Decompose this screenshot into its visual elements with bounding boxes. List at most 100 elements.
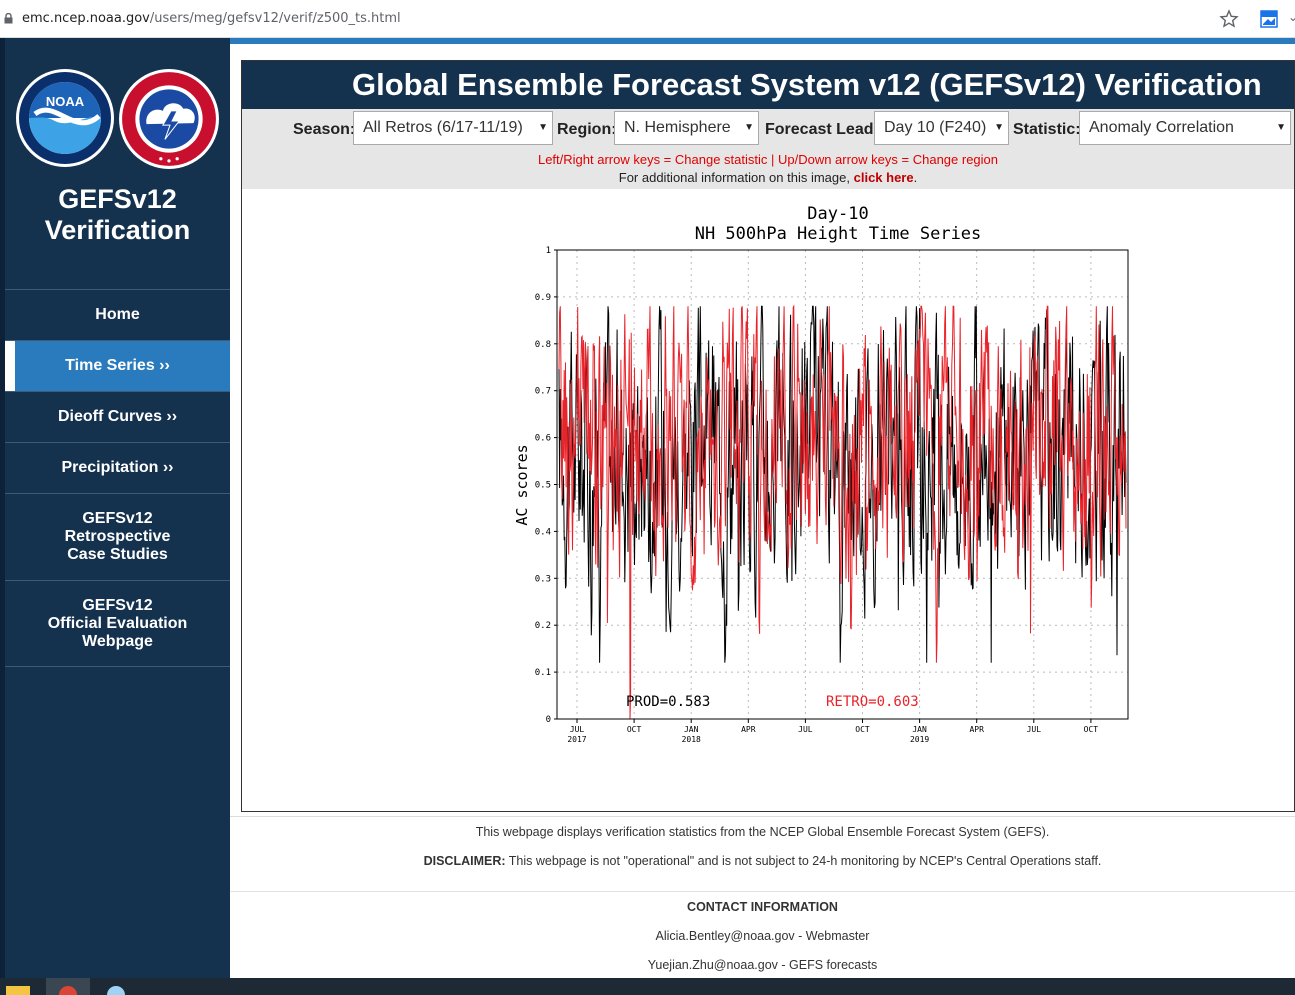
sidebar-item-label: Official Evaluation bbox=[47, 614, 188, 632]
sidebar-edge bbox=[0, 38, 5, 978]
sidebar-item-official-evaluation[interactable]: GEFSv12 Official Evaluation Webpage bbox=[5, 580, 230, 667]
sidebar-title-line2: Verification bbox=[44, 215, 191, 245]
header-accent-strip bbox=[230, 38, 1295, 44]
sidebar-item-label: Retrospective bbox=[64, 528, 171, 545]
footer-divider bbox=[230, 891, 1295, 892]
info-hint-end: . bbox=[913, 170, 918, 185]
click-here-link[interactable]: click here bbox=[853, 170, 914, 185]
keyboard-hint: Left/Right arrow keys = Change statistic… bbox=[537, 152, 999, 167]
y-tick-label: 0.2 bbox=[535, 621, 551, 631]
chart-subtitle: NH 500hPa Height Time Series bbox=[695, 224, 982, 244]
sidebar-item-case-studies[interactable]: GEFSv12 Retrospective Case Studies bbox=[5, 493, 230, 580]
prod-mean-label: PROD=0.583 bbox=[626, 694, 710, 710]
sidebar-item-label: Precipitation ›› bbox=[61, 459, 174, 476]
retro-mean-label: RETRO=0.603 bbox=[826, 694, 919, 710]
chart-title: Day-10 bbox=[807, 204, 868, 224]
sidebar-item-label: Home bbox=[95, 306, 140, 323]
y-tick-label: 0.1 bbox=[535, 668, 551, 678]
x-tick-year-label: 2017 bbox=[567, 735, 586, 744]
noaa-logo-text: NOAA bbox=[46, 94, 85, 109]
page-title: Global Ensemble Forecast System v12 (GEF… bbox=[242, 61, 1294, 109]
sidebar-item-label: Webpage bbox=[82, 632, 153, 650]
season-label: Season: bbox=[293, 121, 356, 138]
noaa-logo[interactable]: NOAA bbox=[15, 68, 115, 168]
statistic-select[interactable]: Anomaly Correlation ▼ bbox=[1079, 111, 1291, 145]
sidebar-item-dieoff-curves[interactable]: Dieoff Curves ›› bbox=[5, 391, 230, 442]
x-tick-label: JUL bbox=[570, 725, 585, 734]
x-tick-label: OCT bbox=[855, 725, 870, 734]
region-value: N. Hemisphere bbox=[624, 119, 731, 136]
lock-icon bbox=[4, 13, 13, 24]
chrome-taskbar-icon[interactable] bbox=[46, 978, 90, 995]
sidebar-item-time-series[interactable]: Time Series ›› bbox=[5, 340, 230, 391]
contact-webmaster-link[interactable]: Alicia.Bentley@noaa.gov - Webmaster bbox=[655, 929, 870, 943]
forecast-lead-select[interactable]: Day 10 (F240) ▼ bbox=[874, 111, 1009, 145]
chart-series bbox=[558, 304, 1127, 720]
sidebar bbox=[0, 38, 230, 978]
x-tick-label: JUL bbox=[1027, 725, 1042, 734]
x-tick-label: OCT bbox=[627, 725, 642, 734]
y-tick-label: 0 bbox=[546, 715, 551, 725]
y-tick-label: 0.7 bbox=[535, 387, 551, 397]
header-panel: Global Ensemble Forecast System v12 (GEF… bbox=[241, 60, 1295, 190]
url-host: emc.ncep.noaa.gov bbox=[22, 11, 150, 26]
dropdown-arrow-icon: ▼ bbox=[1276, 122, 1286, 133]
season-select[interactable]: All Retros (6/17-11/19) ▼ bbox=[353, 111, 553, 145]
contact-gefs-link[interactable]: Yuejian.Zhu@noaa.gov - GEFS forecasts bbox=[647, 958, 878, 972]
controls-bar: Season: All Retros (6/17-11/19) ▼ Region… bbox=[242, 109, 1294, 190]
y-tick-label: 0.4 bbox=[535, 527, 551, 537]
x-tick-label: APR bbox=[741, 725, 756, 734]
disclaimer-label: DISCLAIMER: bbox=[423, 854, 506, 868]
footer: This webpage displays verification stati… bbox=[230, 816, 1295, 978]
sidebar-title: GEFSv12 Verification bbox=[5, 184, 230, 246]
sidebar-item-precipitation[interactable]: Precipitation ›› bbox=[5, 442, 230, 493]
sidebar-title-line1: GEFSv12 bbox=[58, 184, 177, 214]
footer-description: This webpage displays verification stati… bbox=[475, 825, 1050, 839]
y-tick-label: 0.3 bbox=[535, 574, 551, 584]
region-label: Region: bbox=[557, 121, 617, 138]
dropdown-arrow-icon: ▼ bbox=[994, 122, 1004, 133]
chart-plot-frame bbox=[556, 249, 1129, 720]
season-value: All Retros (6/17-11/19) bbox=[363, 119, 523, 136]
sidebar-item-label: GEFSv12 bbox=[82, 596, 153, 614]
app-taskbar-icon[interactable] bbox=[92, 978, 136, 995]
extension-icon[interactable] bbox=[1260, 10, 1278, 28]
chart-y-ticks: 0 0.1 0.2 0.3 0.4 0.5 0.6 0.7 0.8 0.9 1 bbox=[535, 246, 557, 725]
sidebar-item-label: Dieoff Curves ›› bbox=[57, 408, 178, 425]
bookmark-star-icon[interactable] bbox=[1219, 9, 1239, 29]
url-field[interactable]: emc.ncep.noaa.gov/users/meg/gefsv12/veri… bbox=[22, 11, 401, 26]
x-tick-label: OCT bbox=[1084, 725, 1099, 734]
x-tick-label: JUL bbox=[798, 725, 813, 734]
time-series-chart: Day-10 NH 500hPa Height Time Series AC s… bbox=[513, 204, 1129, 744]
browser-address-bar: emc.ncep.noaa.gov/users/meg/gefsv12/veri… bbox=[0, 0, 1295, 38]
dropdown-arrow-icon: ▼ bbox=[744, 122, 754, 133]
region-select[interactable]: N. Hemisphere ▼ bbox=[614, 111, 759, 145]
footer-disclaimer: DISCLAIMER: This webpage is not "operati… bbox=[230, 854, 1295, 868]
url-path: /users/meg/gefsv12/verif/z500_ts.html bbox=[149, 11, 401, 26]
dropdown-arrow-icon: ▼ bbox=[538, 122, 548, 133]
nws-logo[interactable] bbox=[118, 68, 220, 170]
y-tick-label: 0.5 bbox=[535, 481, 551, 491]
chevron-down-icon[interactable]: ⌄ bbox=[1288, 10, 1295, 24]
y-tick-label: 0.9 bbox=[535, 293, 551, 303]
forecast-lead-label: Forecast Lead: bbox=[765, 121, 879, 138]
sidebar-item-label: GEFSv12 bbox=[82, 510, 153, 527]
info-hint-text: For additional information on this image… bbox=[618, 170, 854, 185]
x-tick-year-label: 2019 bbox=[910, 735, 929, 744]
chart-panel: Day-10 NH 500hPa Height Time Series AC s… bbox=[241, 189, 1295, 812]
y-tick-label: 1 bbox=[546, 246, 551, 256]
statistic-value: Anomaly Correlation bbox=[1089, 119, 1234, 136]
x-tick-label: JAN bbox=[912, 725, 927, 734]
info-hint: For additional information on this image… bbox=[242, 170, 1294, 185]
sidebar-item-label: Case Studies bbox=[67, 546, 168, 563]
x-tick-year-label: 2018 bbox=[682, 735, 701, 744]
x-tick-label: APR bbox=[969, 725, 984, 734]
os-taskbar bbox=[0, 978, 1295, 995]
file-explorer-icon[interactable] bbox=[0, 978, 44, 995]
chart-y-axis-label: AC scores bbox=[513, 444, 531, 525]
series-line-retro bbox=[558, 304, 1127, 720]
y-tick-label: 0.8 bbox=[535, 340, 551, 350]
sidebar-item-home[interactable]: Home bbox=[5, 289, 230, 340]
statistic-label: Statistic: bbox=[1013, 121, 1081, 138]
